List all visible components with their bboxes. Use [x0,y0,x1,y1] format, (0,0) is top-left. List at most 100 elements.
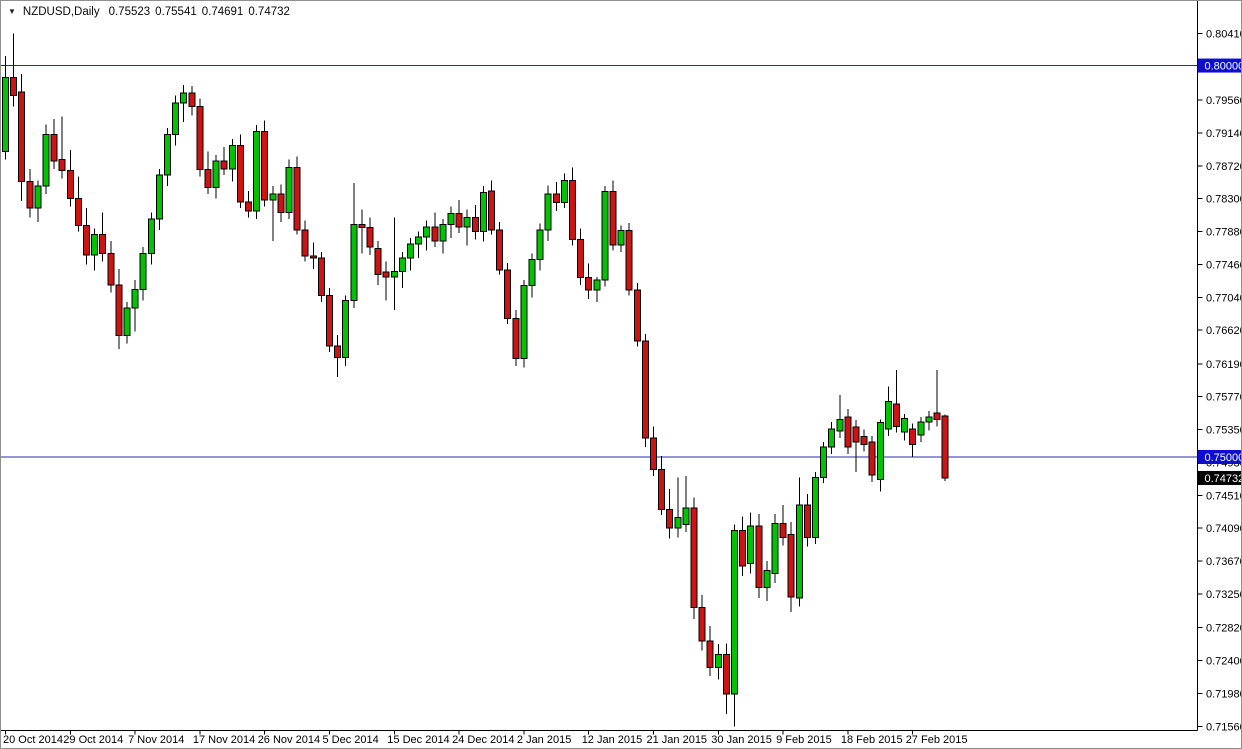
current-price-badge: 0.74732 [1198,470,1241,485]
chart-title-bar: ▼ NZDUSD,Daily 0.75523 0.75541 0.74691 0.7473… [8,6,295,18]
candle [74,176,82,232]
level-price-badge: 0.75000 [1198,450,1241,464]
candle [10,33,18,107]
candle [317,251,325,302]
candle [455,200,463,234]
candle [925,410,933,431]
candle [91,228,99,271]
candle [463,209,471,246]
time-tick-label: 27 Feb 2015 [906,734,968,746]
candle [666,489,674,539]
candle [220,146,228,176]
candle [739,516,747,577]
time-tick-label: 7 Nov 2014 [128,734,184,746]
candle [471,204,479,240]
candle [536,223,544,271]
candle [812,471,819,544]
candle [236,134,244,209]
candle [552,182,560,212]
candle [115,269,123,349]
candle [658,456,666,515]
candle [714,644,722,680]
candle [755,514,763,598]
candle [147,212,155,265]
candle [560,173,568,209]
candle [722,643,730,714]
candle [42,124,50,194]
time-tick-label: 9 Feb 2015 [776,734,832,746]
candle [504,262,512,324]
candle [544,185,552,241]
candle [374,240,382,285]
candle [245,190,252,218]
time-tick-label: 2 Jan 2015 [517,734,571,746]
candle [366,217,374,256]
candle [625,222,633,296]
candle [131,280,139,332]
candle [674,477,682,538]
candle [415,231,423,259]
ohlc-close-value: 0.74732 [248,6,290,18]
time-axis[interactable]: 20 Oct 2014 29 Oct 2014 7 Nov 2014 17 Nov 2… [3,730,968,747]
candle [609,180,617,251]
candle [763,561,771,602]
time-tick-label: 17 Nov 2014 [193,734,255,746]
candle [34,180,42,223]
candle [358,209,366,254]
candle [868,435,876,483]
price-tick-label: 0.71560 [1206,721,1241,733]
candle [779,504,787,546]
candle [398,251,406,288]
level-lines-layer [1,65,1198,458]
level-price-badge: 0.80000 [1198,58,1242,73]
time-tick-label: 24 Dec 2014 [452,734,514,746]
candle [99,212,107,262]
level-price-badge-text: 0.80000 [1205,61,1242,73]
candle [447,206,455,238]
candles-layer [2,33,949,727]
candle [909,423,917,457]
candle [941,414,949,482]
candle [496,222,504,275]
candle [342,295,350,367]
candle [901,413,909,441]
candle [488,180,495,235]
candle [933,370,941,427]
candle [334,334,342,378]
symbol-dropdown-icon[interactable]: ▼ [8,7,16,16]
candle [83,208,90,265]
candle [26,168,34,218]
candle [407,237,414,271]
level-price-badge-text: 0.75000 [1205,452,1242,464]
chart-title-symbol: NZDUSD,Daily [22,6,100,18]
candle [50,118,58,169]
ohlc-low-value: 0.74691 [201,6,244,18]
candle [350,182,358,309]
candle [585,263,593,299]
candle [2,56,9,160]
candle [66,150,74,207]
candle [188,85,196,116]
candle [58,116,66,179]
candle [747,512,755,574]
candle [301,220,309,262]
candle [261,120,269,207]
candle [771,514,779,584]
candle [180,85,188,122]
candle [390,217,398,310]
candle [479,186,487,242]
